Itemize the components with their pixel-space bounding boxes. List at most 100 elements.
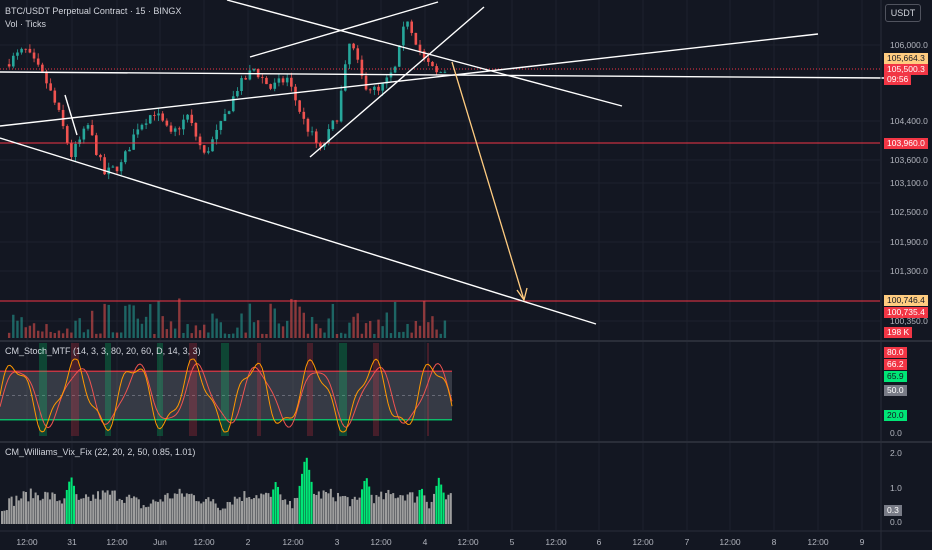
vix-fix-bar	[97, 491, 99, 524]
vix-fix-bar	[27, 501, 30, 524]
volume-bar	[443, 320, 447, 338]
stoch-tag-80: 80.0	[884, 347, 907, 358]
volume-bar	[140, 323, 144, 338]
candle-body	[294, 86, 297, 101]
candle-body	[223, 113, 227, 121]
vix-fix-bar	[430, 501, 433, 524]
vix-fix-bar	[332, 497, 335, 524]
volume-bar	[302, 312, 305, 338]
volume-bar	[99, 333, 102, 338]
volume-bar	[406, 323, 409, 338]
volume-bar	[70, 332, 73, 338]
vix-fix-bar	[130, 498, 133, 524]
vix-fix-bar	[113, 490, 116, 524]
candle-body	[319, 143, 322, 147]
price-axis-label: 104,400.0	[890, 116, 928, 126]
time-axis-label: 12:00	[545, 537, 567, 547]
vix-fix-bar	[154, 501, 157, 524]
vix-fix-bar	[406, 494, 409, 524]
volume-bar	[373, 333, 376, 338]
candle-body	[45, 71, 48, 84]
vix-fix-indicator-label[interactable]: CM_Williams_Vix_Fix (22, 20, 2, 50, 0.85…	[5, 447, 196, 457]
vix-fix-bar	[49, 499, 51, 524]
volume-bar	[144, 316, 148, 338]
vix-fix-bar	[274, 482, 277, 524]
volume-bar	[41, 331, 44, 338]
symbol-title[interactable]: BTC/USDT Perpetual Contract · 15 · BINGX	[5, 6, 182, 16]
volume-bar	[360, 333, 364, 338]
volume-bar	[219, 322, 222, 338]
volume-bar	[24, 327, 27, 338]
vix-fix-bar	[209, 501, 212, 524]
candle-body	[290, 77, 293, 87]
projection-arrow	[451, 61, 525, 301]
vix-fix-bar	[32, 498, 35, 524]
vix-fix-bar	[442, 492, 445, 524]
candle-body	[74, 143, 77, 158]
vix-fix-bar	[433, 493, 435, 524]
candle-body	[182, 119, 185, 130]
vix-fix-bar	[142, 505, 145, 524]
vix-fix-bar	[85, 494, 87, 524]
candle-body	[107, 167, 111, 175]
volume-label[interactable]: Vol · Ticks	[5, 19, 47, 29]
candle-body	[381, 83, 384, 91]
vix-fix-pane	[1, 457, 452, 524]
volume-bar	[294, 299, 297, 338]
vix-fix-bar	[233, 496, 236, 524]
vix-fix-bar	[123, 502, 126, 524]
currency-button[interactable]: USDT	[885, 4, 921, 22]
vix-fix-bar	[205, 499, 207, 524]
candle-body	[261, 77, 264, 78]
time-axis-label: 12:00	[719, 537, 741, 547]
vix-fix-bar	[20, 498, 23, 524]
vix-fix-bar	[15, 495, 18, 524]
candle-body	[78, 139, 81, 144]
vix-fix-bar	[61, 503, 63, 524]
volume-bar	[348, 322, 351, 338]
volume-bar	[414, 321, 418, 338]
volume-bar	[61, 333, 65, 338]
time-axis-label: 12:00	[807, 537, 829, 547]
candles	[7, 19, 447, 180]
candle-body	[331, 120, 335, 130]
vix-fix-bar	[416, 496, 419, 524]
candle-body	[414, 32, 418, 45]
candle-body	[165, 120, 169, 126]
vix-fix-bar	[56, 501, 59, 524]
vix-fix-bar	[29, 488, 32, 524]
volume-bar	[194, 325, 198, 338]
trendline	[309, 6, 485, 158]
candle-body	[385, 77, 389, 84]
vix-fix-bar	[46, 492, 49, 524]
vix-fix-bar	[171, 498, 174, 524]
volume-bar	[315, 323, 318, 338]
vix-fix-bar	[404, 500, 407, 524]
vix-fix-bar	[202, 501, 205, 524]
candle-body	[115, 166, 119, 172]
candle-body	[90, 125, 94, 136]
vix-fix-bar	[1, 511, 3, 524]
vix-fix-bar	[25, 492, 27, 524]
volume-bar	[393, 301, 397, 338]
vix-fix-bar	[317, 491, 320, 524]
vix-fix-bar	[200, 503, 203, 524]
candle-body	[244, 78, 247, 80]
vix-fix-bar	[277, 486, 279, 524]
trendlines[interactable]	[0, 0, 885, 325]
vix-fix-bar	[3, 510, 6, 524]
vix-fix-bar	[375, 495, 378, 524]
volume-bar	[377, 319, 380, 338]
candle-body	[12, 55, 15, 67]
vix-fix-bar	[152, 499, 155, 524]
stoch-axis-label: 0.0	[890, 428, 902, 438]
vix-fix-bar	[178, 488, 181, 524]
vix-fix-bar	[260, 493, 263, 524]
volume-bar	[319, 328, 322, 338]
stoch-indicator-label[interactable]: CM_Stoch_MTF (14, 3, 3, 80, 20, 60, D, 1…	[5, 346, 201, 356]
volume-bar	[298, 306, 301, 338]
price-tag-upper: 105,664.3	[884, 53, 928, 64]
